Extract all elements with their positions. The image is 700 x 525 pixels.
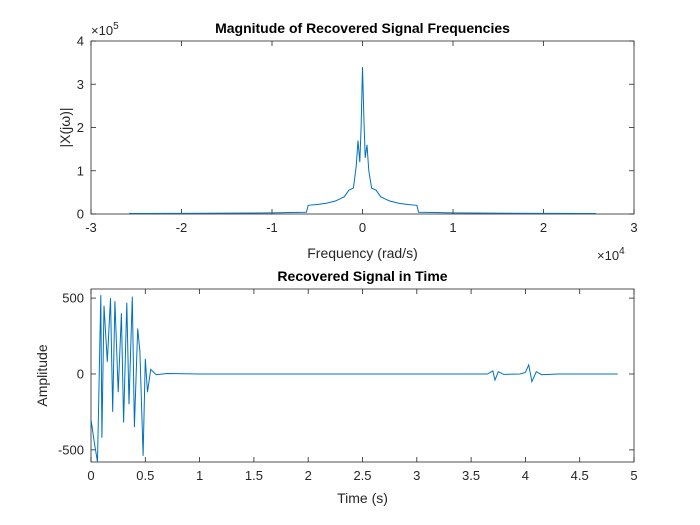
frequency-y-exponent-base: ×10 [91, 23, 113, 38]
frequency-y-tick-label: 3 [77, 77, 84, 92]
frequency-x-exponent-base: ×10 [597, 248, 619, 263]
time-x-tick-label: 2 [305, 468, 312, 483]
frequency-x-tick-label: -3 [85, 220, 97, 235]
time-x-tick-label: 0 [87, 468, 94, 483]
frequency-subplot: Magnitude of Recovered Signal Frequencie… [57, 20, 638, 263]
frequency-y-axis-label: |X(jω)| [57, 108, 73, 148]
frequency-plot-area [90, 40, 635, 215]
time-plot-title: Recovered Signal in Time [277, 268, 447, 284]
time-x-tick-label: 3.5 [462, 468, 480, 483]
frequency-y-tick-label: 4 [77, 34, 84, 49]
frequency-x-tick-label: 0 [359, 220, 366, 235]
time-y-tick-label: -500 [58, 442, 84, 457]
time-x-axis-label: Time (s) [337, 490, 388, 506]
time-x-tick-label: 1 [196, 468, 203, 483]
time-plot-area [90, 288, 635, 463]
time-subplot: Recovered Signal in Time Time (s) Amplit… [34, 268, 638, 506]
frequency-plot-title: Magnitude of Recovered Signal Frequencie… [215, 20, 510, 36]
frequency-x-exponent-power: 4 [619, 246, 625, 257]
frequency-x-tick-label: 1 [449, 220, 456, 235]
frequency-y-tick-label: 0 [77, 207, 84, 222]
frequency-magnitude-line [128, 66, 597, 214]
time-y-tick-label: 0 [77, 366, 84, 381]
time-x-tick-label: 4.5 [571, 468, 589, 483]
frequency-y-tick-label: 2 [77, 120, 84, 135]
frequency-ticks: -3 -2 -1 0 1 2 3 0 1 2 3 4 [77, 34, 638, 236]
frequency-y-exponent: ×105 [91, 21, 119, 38]
time-x-tick-label: 4 [522, 468, 529, 483]
time-x-tick-label: 5 [630, 468, 637, 483]
frequency-y-tick-label: 1 [77, 163, 84, 178]
frequency-x-tick-label: -2 [176, 220, 188, 235]
frequency-x-tick-label: 3 [630, 220, 637, 235]
frequency-x-tick-label: -1 [266, 220, 278, 235]
time-y-tick-label: 500 [62, 291, 84, 306]
frequency-x-axis-label: Frequency (rad/s) [307, 245, 417, 261]
frequency-x-exponent: ×104 [597, 246, 625, 263]
time-x-tick-label: 0.5 [136, 468, 154, 483]
time-x-tick-label: 2.5 [353, 468, 371, 483]
time-x-tick-label: 3 [413, 468, 420, 483]
frequency-y-exponent-power: 5 [113, 21, 119, 32]
time-x-tick-label: 1.5 [245, 468, 263, 483]
frequency-x-tick-label: 2 [540, 220, 547, 235]
time-y-axis-label: Amplitude [34, 344, 50, 406]
amplitude-line [90, 295, 618, 463]
